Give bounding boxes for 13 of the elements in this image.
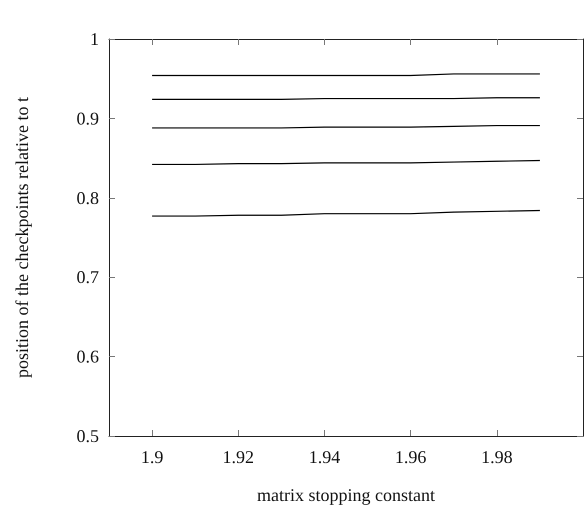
y-tick-label: 0.8 [76,188,99,208]
y-tick-label: 0.7 [76,267,99,288]
y-axis-title: position of the checkpoints relative to t [12,97,32,378]
y-tick-label: 0.5 [76,426,99,446]
y-tick-label: 0.6 [76,346,99,367]
x-tick-label: 1.98 [481,447,513,467]
x-tick-label: 1.9 [140,447,164,467]
x-tick-label: 1.94 [308,447,340,467]
y-tick-label: 0.9 [76,108,99,128]
y-tick-label: 1 [90,29,99,49]
x-axis-title: matrix stopping constant [257,485,435,505]
x-tick-label: 1.92 [222,447,254,467]
x-tick-label: 1.96 [394,447,426,467]
